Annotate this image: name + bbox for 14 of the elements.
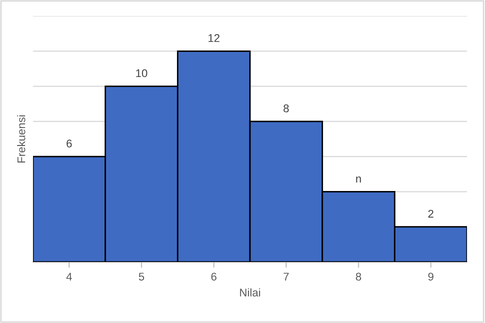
data-label: 8 (284, 104, 289, 112)
data-label: 10 (136, 69, 148, 78)
x-tick-label: 9 (428, 272, 434, 281)
data-label: 2 (428, 210, 434, 218)
x-tick-label: 6 (211, 272, 216, 281)
data-label: 6 (66, 140, 72, 148)
x-axis-title: Nilai (240, 288, 260, 296)
x-tick-label: 8 (356, 272, 362, 281)
y-axis-title: Frekuensi (17, 115, 26, 162)
x-tick-label: 7 (284, 272, 289, 280)
data-label: n (356, 176, 361, 182)
x-tick-label: 5 (138, 272, 144, 281)
x-tick-label: 4 (66, 272, 72, 280)
data-label: 12 (208, 34, 220, 42)
